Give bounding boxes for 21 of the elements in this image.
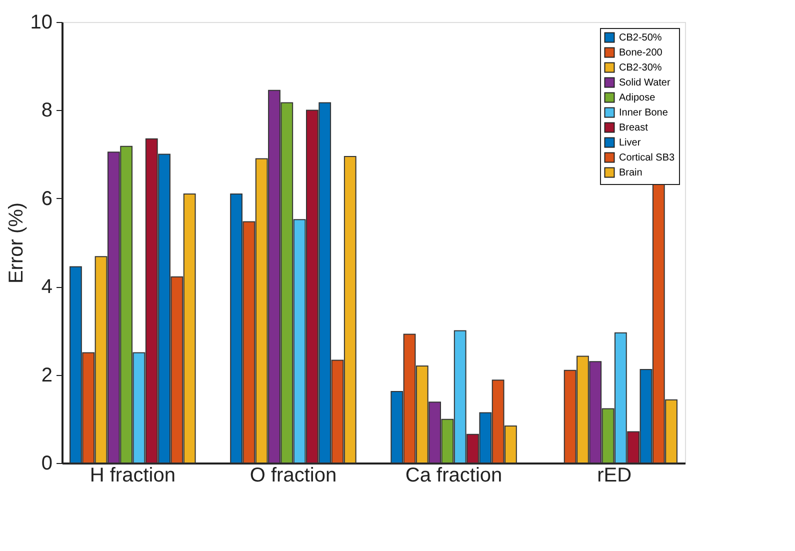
y-tick-label: 8 bbox=[41, 100, 52, 122]
legend-label: Inner Bone bbox=[619, 108, 668, 118]
x-tick-label: O fraction bbox=[250, 464, 337, 486]
y-tick-label: 6 bbox=[41, 188, 52, 210]
legend-label: Breast bbox=[619, 122, 648, 134]
legend-label: Liver bbox=[619, 138, 642, 148]
legend-label: Solid Water bbox=[619, 78, 671, 88]
y-tick-label: 0 bbox=[41, 452, 52, 474]
legend-label: Adipose bbox=[619, 92, 656, 104]
x-tick-label: rED bbox=[597, 464, 632, 486]
y-tick-label: 4 bbox=[41, 276, 52, 298]
legend-label: Bone-200 bbox=[619, 48, 663, 58]
y-axis-title: Error (%) bbox=[5, 202, 28, 284]
legend-label: Cortical SB3 bbox=[619, 152, 676, 164]
x-tick-label: H fraction bbox=[90, 464, 176, 486]
x-tick-label: Ca fraction bbox=[405, 464, 502, 486]
legend-label: CB2-50% bbox=[619, 32, 662, 44]
legend-label: CB2-30% bbox=[619, 62, 662, 74]
y-tick-label: 2 bbox=[41, 364, 52, 386]
legend-label: Brain bbox=[619, 168, 642, 178]
y-tick-label: 10 bbox=[30, 12, 52, 34]
